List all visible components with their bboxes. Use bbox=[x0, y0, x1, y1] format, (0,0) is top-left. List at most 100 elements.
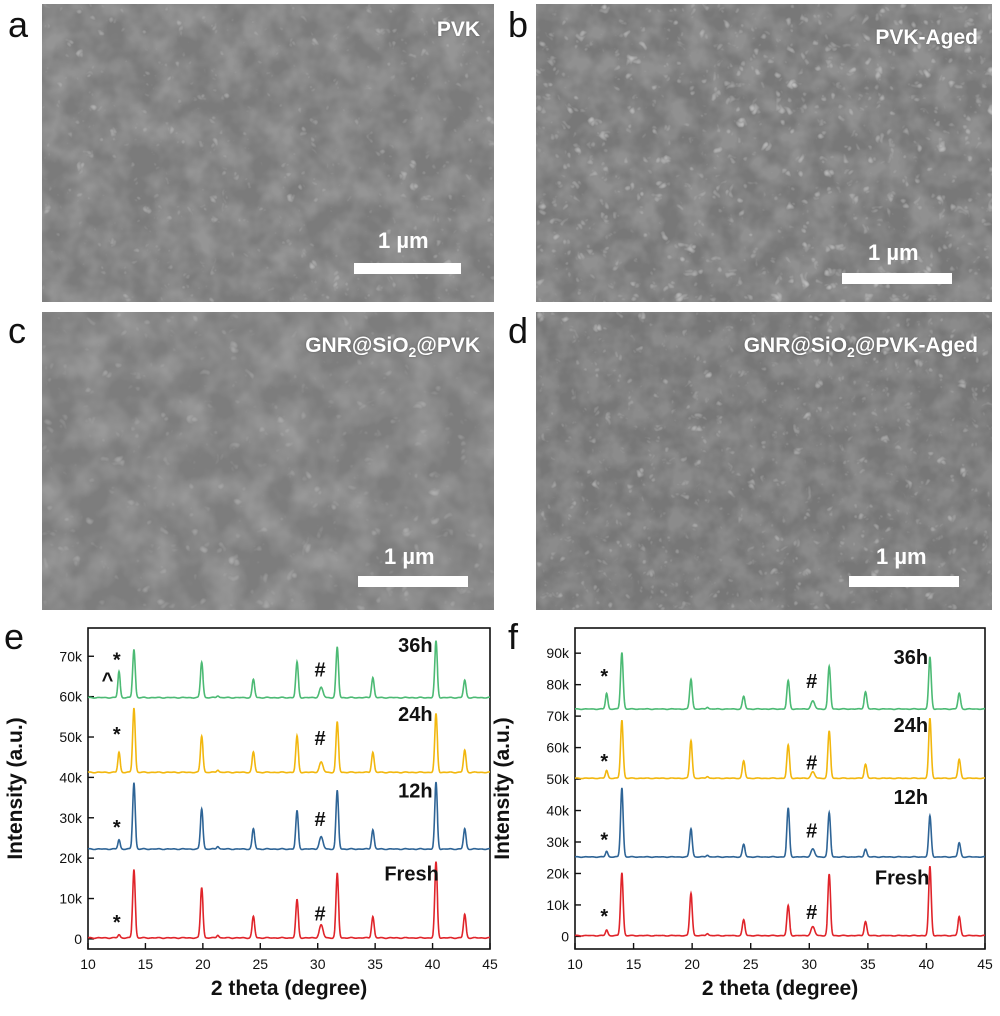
xrd-chart-e: 10 15 20 25 30 35 40 45 0 10k 20k 30k 40k 50k 60k 70k 2 … bbox=[4, 627, 498, 1000]
sem-image-pvk: PVK 1 µm bbox=[42, 4, 494, 302]
series-line-36h bbox=[575, 652, 985, 711]
y-tick-label: 10k bbox=[59, 891, 83, 907]
sem-label: PVK bbox=[436, 18, 480, 41]
x-tick-label: 15 bbox=[626, 956, 642, 972]
peak-annotation: ^ bbox=[102, 670, 114, 692]
series-label: 12h bbox=[398, 781, 432, 803]
sem-image-pvk-aged: PVK-Aged 1 µm bbox=[536, 4, 992, 302]
series-label: 36h bbox=[398, 635, 432, 657]
x-tick-label: 10 bbox=[80, 956, 96, 972]
peak-annotation: * bbox=[600, 830, 608, 852]
y-tick-label: 20k bbox=[546, 865, 570, 881]
series-line-36h bbox=[87, 640, 490, 699]
peak-annotation: # bbox=[806, 902, 817, 924]
scale-bar bbox=[842, 273, 952, 284]
y-tick-label: 0 bbox=[561, 928, 569, 944]
panel-letter-c: c bbox=[8, 310, 26, 351]
peak-annotation: * bbox=[113, 912, 121, 934]
series-line-24h bbox=[575, 717, 985, 780]
x-tick-label: 15 bbox=[138, 956, 154, 972]
sem-label-tail: @PVK bbox=[416, 334, 480, 357]
peak-annotation: * bbox=[113, 817, 121, 839]
series-line-24h bbox=[87, 707, 490, 774]
y-tick-label: 70k bbox=[59, 648, 83, 664]
sem-texture bbox=[42, 312, 494, 610]
series-label: 12h bbox=[894, 787, 928, 809]
peak-annotation: * bbox=[113, 649, 121, 671]
y-tick-label: 90k bbox=[546, 645, 570, 661]
series-label: 24h bbox=[398, 704, 432, 726]
peak-annotation: # bbox=[314, 659, 325, 681]
sem-label-subscript: 2 bbox=[847, 344, 855, 361]
y-tick-label: 60k bbox=[59, 689, 83, 705]
y-tick-label: 0 bbox=[74, 931, 82, 947]
x-tick-label: 40 bbox=[425, 956, 441, 972]
series-label: Fresh bbox=[384, 863, 438, 885]
scale-bar-label: 1 µm bbox=[384, 544, 435, 569]
y-tick-label: 70k bbox=[546, 708, 570, 724]
peak-annotation: * bbox=[600, 666, 608, 688]
panel-letter-f: f bbox=[508, 616, 519, 657]
scale-bar-label: 1 µm bbox=[378, 228, 429, 253]
scale-bar-label: 1 µm bbox=[876, 544, 927, 569]
x-tick-label: 45 bbox=[482, 956, 498, 972]
peak-annotation: # bbox=[806, 820, 817, 842]
y-tick-label: 60k bbox=[546, 740, 570, 756]
scale-bar bbox=[354, 263, 461, 274]
series-label: 36h bbox=[894, 647, 928, 669]
peak-annotation: * bbox=[600, 751, 608, 773]
plot-frame bbox=[574, 627, 986, 950]
peak-annotation: # bbox=[806, 753, 817, 775]
x-axis-label: 2 theta (degree) bbox=[211, 977, 367, 1000]
panel-letter-b: b bbox=[508, 4, 529, 45]
x-tick-label: 35 bbox=[367, 956, 383, 972]
sem-label-subscript: 2 bbox=[408, 344, 417, 361]
peak-annotation: # bbox=[314, 728, 325, 750]
y-tick-label: 40k bbox=[59, 769, 83, 785]
x-tick-label: 40 bbox=[919, 956, 935, 972]
series-line-12h bbox=[575, 787, 985, 859]
y-tick-label: 80k bbox=[546, 677, 570, 693]
series-line-fresh bbox=[88, 861, 490, 940]
panel-letter-e: e bbox=[4, 616, 25, 657]
x-tick-label: 25 bbox=[743, 956, 759, 972]
plot-frame bbox=[87, 627, 491, 950]
panel-letter-a: a bbox=[8, 4, 29, 45]
y-tick-label: 50k bbox=[546, 771, 570, 787]
series-label: Fresh bbox=[875, 867, 929, 889]
x-tick-label: 25 bbox=[252, 956, 268, 972]
x-axis-label: 2 theta (degree) bbox=[702, 977, 858, 1000]
panel-letter-d: d bbox=[508, 310, 529, 351]
x-tick-label: 20 bbox=[684, 956, 700, 972]
y-tick-label: 50k bbox=[59, 729, 83, 745]
sem-texture bbox=[42, 4, 494, 302]
y-tick-label: 20k bbox=[59, 850, 83, 866]
xrd-chart-f: 10 15 20 25 30 35 40 45 0 10k 20k 30k 40k 50k 60k 70k 80… bbox=[491, 627, 993, 1000]
peak-annotation: # bbox=[806, 671, 817, 693]
scale-bar-label: 1 µm bbox=[868, 240, 919, 265]
peak-annotation: * bbox=[600, 906, 608, 928]
sem-label: GNR@SiO2@PVK bbox=[305, 334, 480, 360]
peak-annotation: # bbox=[314, 809, 325, 831]
x-tick-label: 30 bbox=[310, 956, 326, 972]
sem-texture bbox=[536, 4, 992, 302]
x-tick-label: 35 bbox=[860, 956, 876, 972]
scale-bar bbox=[358, 576, 468, 587]
peak-annotation: * bbox=[113, 724, 121, 746]
sem-image-gnr-sio2-pvk-aged: GNR@SiO2@PVK-Aged 1 µm bbox=[536, 312, 992, 610]
sem-texture bbox=[536, 312, 992, 610]
series-label: 24h bbox=[894, 715, 928, 737]
y-axis-label: Intensity (a.u.) bbox=[491, 717, 514, 859]
scale-bar bbox=[849, 576, 959, 587]
y-tick-label: 40k bbox=[546, 803, 570, 819]
y-tick-label: 10k bbox=[546, 897, 570, 913]
x-tick-label: 45 bbox=[977, 956, 993, 972]
y-tick-label: 30k bbox=[546, 834, 570, 850]
series-line-fresh bbox=[574, 865, 985, 937]
sem-label-main: GNR@SiO bbox=[743, 334, 848, 357]
y-tick-label: 30k bbox=[59, 810, 83, 826]
series-line-12h bbox=[87, 781, 490, 851]
y-axis-label: Intensity (a.u.) bbox=[4, 717, 27, 859]
x-tick-label: 10 bbox=[567, 956, 583, 972]
